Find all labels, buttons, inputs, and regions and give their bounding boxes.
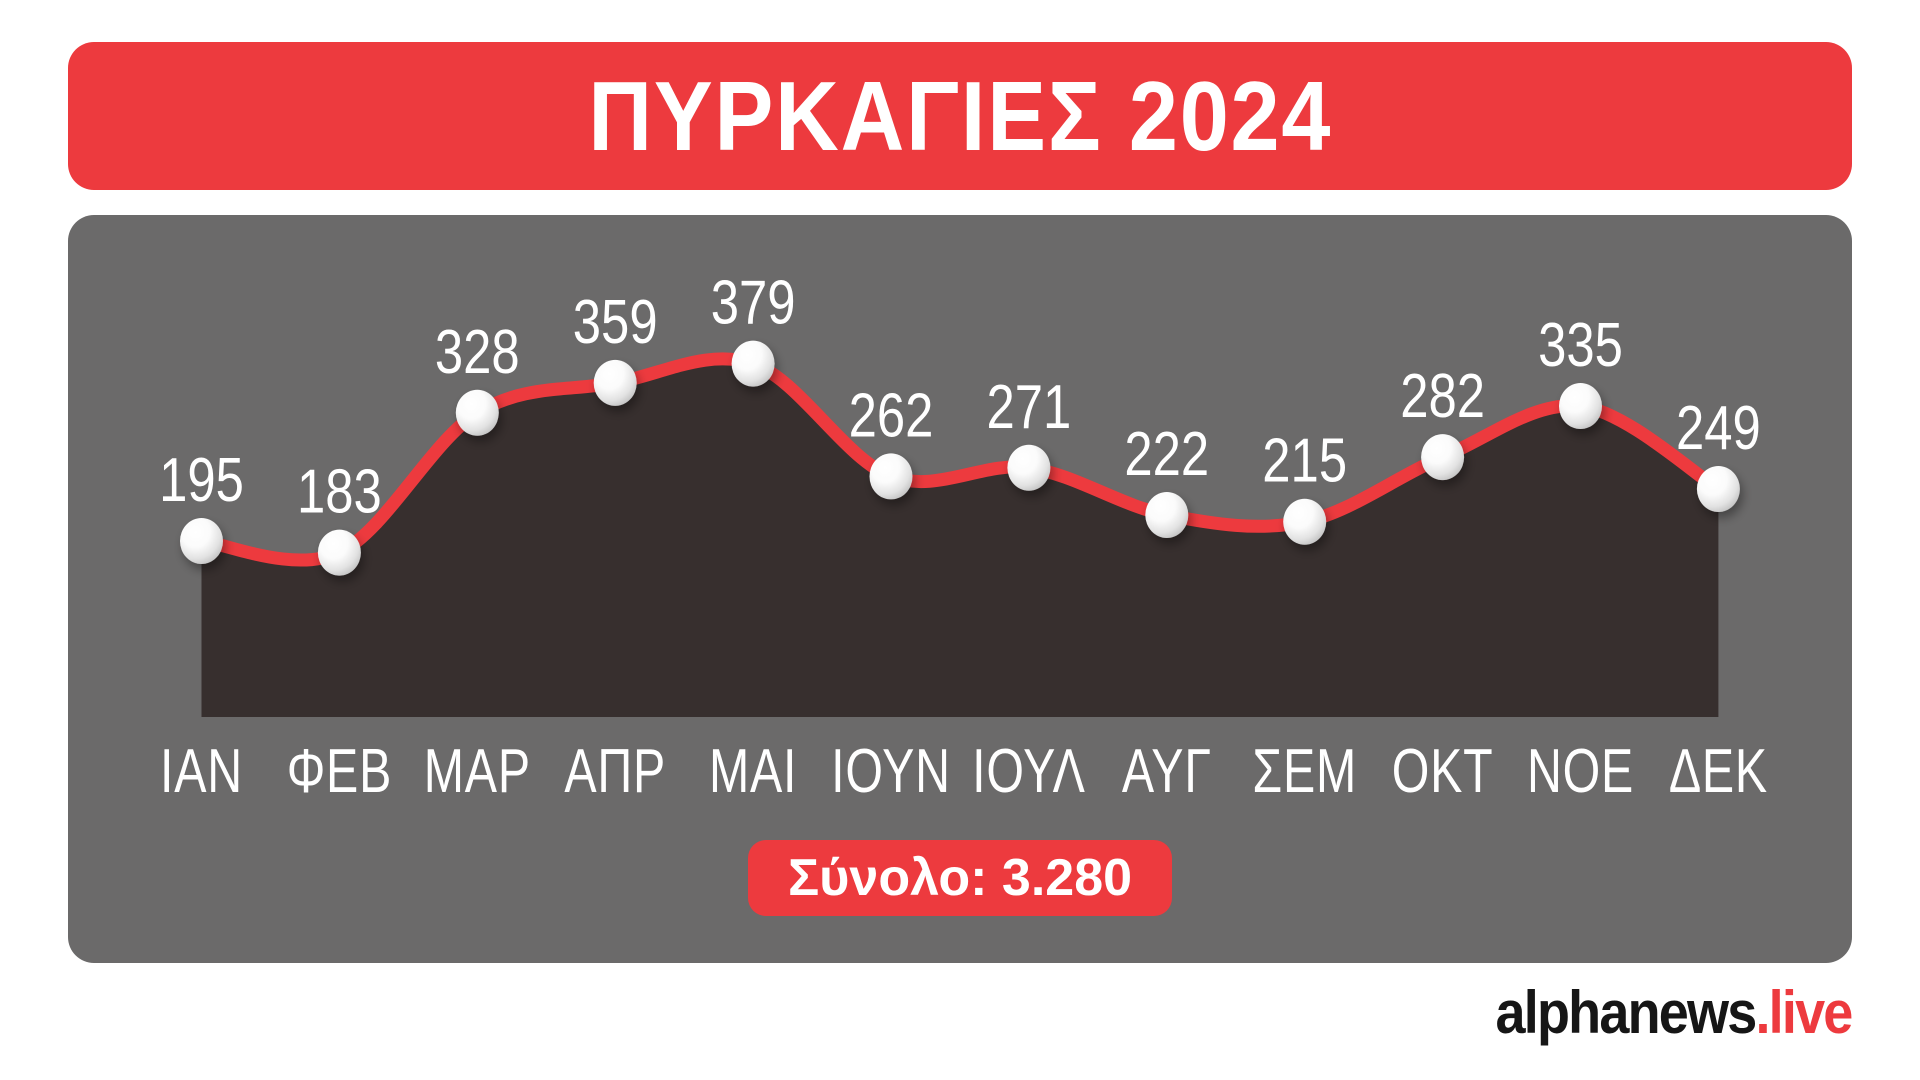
month-label-group: ΜΑΡ: [424, 736, 531, 805]
value-label-group: 215: [1262, 427, 1347, 496]
month-label-group: ΙΟΥΝ: [831, 736, 951, 805]
chart-panel: 195 183 328 359 379 262 271 222 215 282 335 249 ΙΑΝ Φ…: [68, 215, 1852, 963]
value-label: 328: [435, 318, 520, 387]
data-point-marker-ΑΥΓ: [1145, 491, 1189, 538]
value-label-group: 249: [1676, 394, 1761, 463]
month-label-group: ΜΑΙ: [709, 736, 797, 805]
month-label: ΙΑΝ: [160, 736, 243, 805]
month-label-group: ΣΕΜ: [1252, 736, 1357, 805]
value-label: 215: [1262, 427, 1347, 496]
value-label-group: 222: [1124, 420, 1209, 489]
month-label-group: ΦΕΒ: [287, 736, 392, 805]
value-label: 282: [1400, 362, 1485, 431]
month-label: ΜΑΙ: [709, 736, 797, 805]
data-point-marker-ΟΚΤ: [1421, 434, 1465, 481]
data-point-marker-ΔΕΚ: [1696, 465, 1740, 512]
month-label: ΟΚΤ: [1392, 736, 1494, 805]
value-label-group: 195: [159, 446, 244, 515]
month-label-group: ΑΥΓ: [1122, 736, 1212, 805]
month-label: ΙΟΥΝ: [831, 736, 951, 805]
month-label-group: ΔΕΚ: [1669, 736, 1768, 805]
data-point-marker-ΙΟΥΛ: [1007, 444, 1051, 491]
value-label-group: 335: [1538, 311, 1623, 380]
month-label: ΜΑΡ: [424, 736, 531, 805]
monthly-fires-area-chart: 195 183 328 359 379 262 271 222 215 282 335 249 ΙΑΝ Φ…: [159, 269, 1768, 805]
value-label-group: 183: [297, 458, 382, 527]
month-label-group: ΑΠΡ: [564, 736, 666, 805]
month-label: ΙΟΥΛ: [972, 736, 1086, 805]
title-banner: ΠΥΡΚΑΓΙΕΣ 2024: [68, 42, 1852, 190]
area-fill: [201, 358, 1719, 717]
month-label-group: ΝΟΕ: [1527, 736, 1634, 805]
month-label: ΔΕΚ: [1669, 736, 1768, 805]
value-label: 359: [573, 288, 658, 357]
value-label-group: 379: [711, 269, 796, 338]
month-label: ΦΕΒ: [287, 736, 392, 805]
value-label: 195: [159, 446, 244, 515]
month-label: ΑΠΡ: [564, 736, 666, 805]
value-label: 222: [1124, 420, 1209, 489]
data-point-marker-ΦΕΒ: [317, 529, 361, 576]
total-badge-text: Σύνολο: 3.280: [787, 849, 1133, 907]
month-label-group: ΙΟΥΛ: [972, 736, 1086, 805]
total-badge: Σύνολο: 3.280: [748, 840, 1172, 916]
value-label: 262: [849, 382, 934, 451]
data-point-marker-ΙΑΝ: [180, 518, 223, 565]
data-point-marker-ΙΟΥΝ: [869, 453, 913, 500]
month-label: ΣΕΜ: [1252, 736, 1357, 805]
value-label: 249: [1676, 394, 1761, 463]
data-point-marker-ΑΠΡ: [593, 359, 637, 406]
brand-logo: alphanews .live: [1496, 979, 1854, 1046]
data-point-marker-ΜΑΙ: [731, 340, 775, 387]
month-label-group: ΙΑΝ: [160, 736, 243, 805]
value-label-group: 271: [986, 373, 1071, 442]
data-point-marker-ΝΟΕ: [1559, 383, 1602, 430]
value-label-group: 282: [1400, 362, 1485, 431]
month-label: ΑΥΓ: [1122, 736, 1212, 805]
value-label: 271: [986, 373, 1071, 442]
month-label: ΝΟΕ: [1527, 736, 1634, 805]
value-label-group: 359: [573, 288, 658, 357]
month-label-group: ΟΚΤ: [1392, 736, 1494, 805]
brand-tld: .live: [1755, 978, 1854, 1046]
page-title: ΠΥΡΚΑΓΙΕΣ 2024: [588, 60, 1332, 171]
value-label: 183: [297, 458, 382, 527]
value-label-group: 262: [849, 382, 934, 451]
value-label: 335: [1538, 311, 1623, 380]
value-label: 379: [711, 269, 796, 338]
value-label-group: 328: [435, 318, 520, 387]
data-point-marker-ΣΕΜ: [1283, 498, 1327, 545]
brand-name: alphanews: [1496, 978, 1758, 1046]
data-point-marker-ΜΑΡ: [455, 389, 499, 436]
